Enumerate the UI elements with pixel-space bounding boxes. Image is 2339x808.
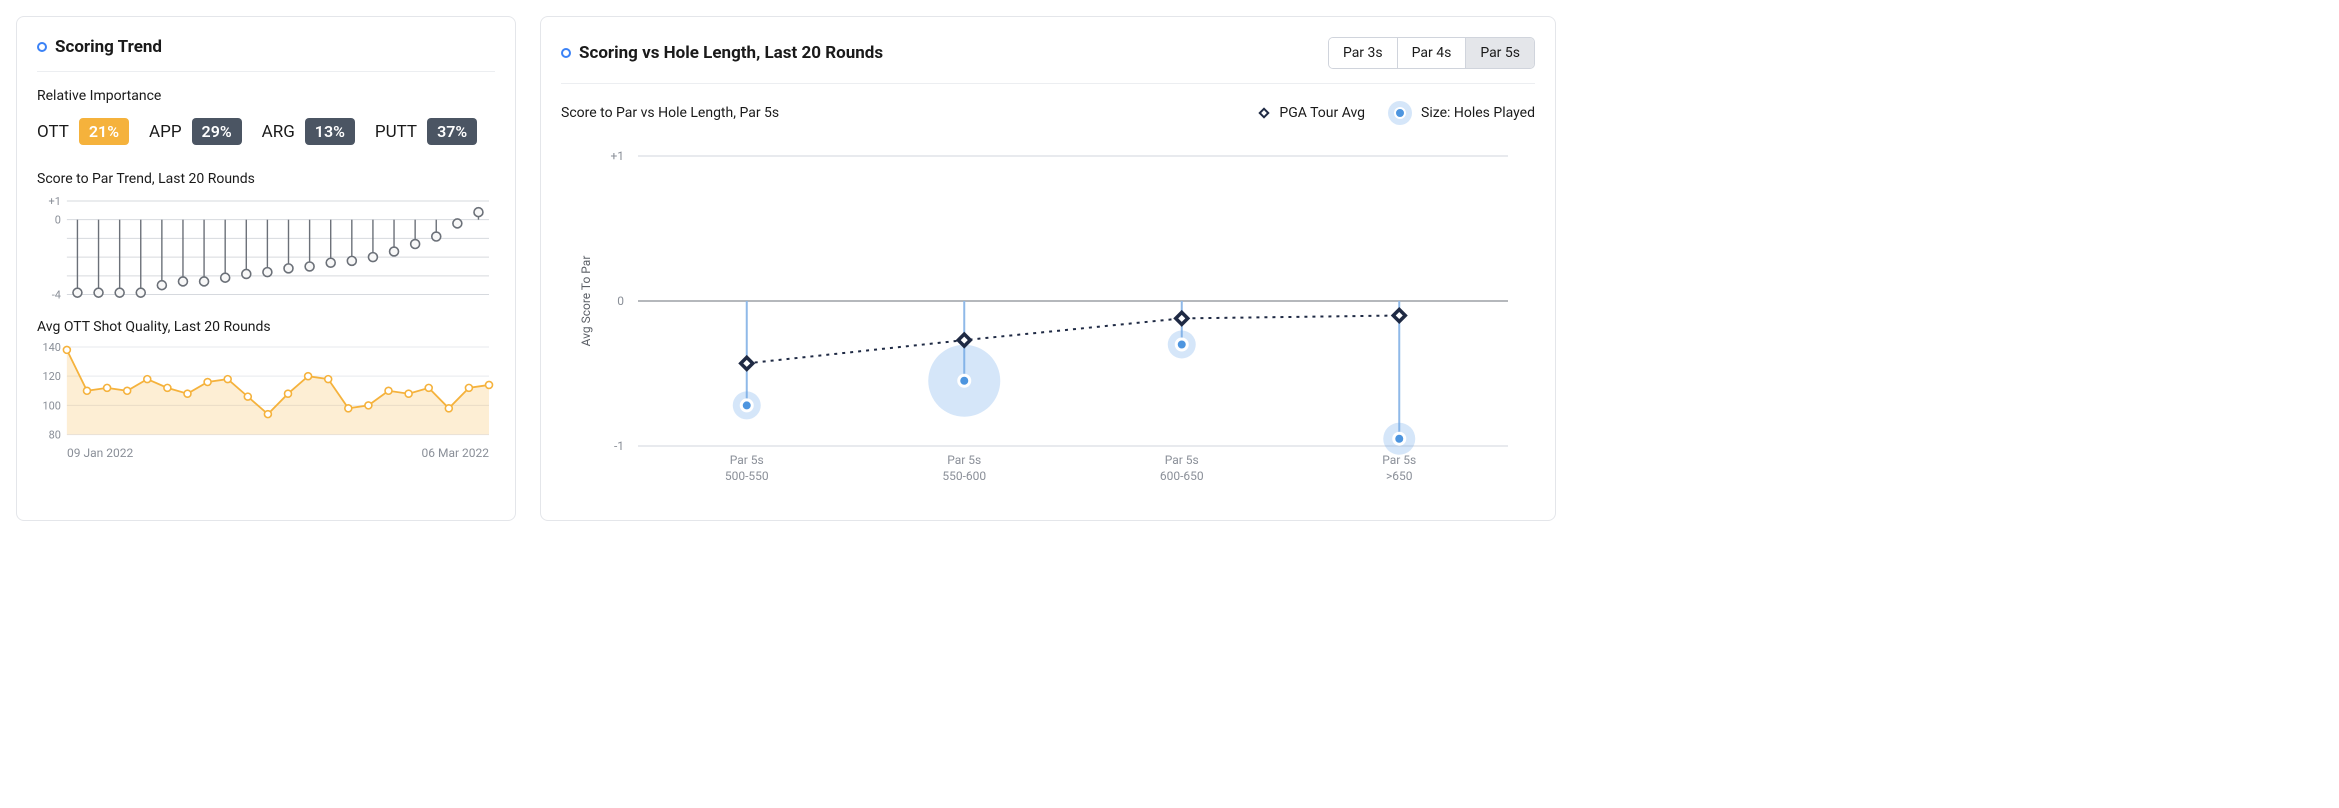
scoring-trend-card: Scoring Trend Relative Importance OTT 21%… — [16, 16, 516, 521]
tab-par-4s[interactable]: Par 4s — [1397, 38, 1466, 68]
ott-subtitle: Avg OTT Shot Quality, Last 20 Rounds — [37, 319, 495, 335]
svg-text:Par 5s: Par 5s — [1382, 453, 1416, 467]
par-tabs: Par 3sPar 4sPar 5s — [1328, 37, 1535, 69]
importance-badge: 29% — [192, 118, 242, 145]
svg-text:0: 0 — [55, 214, 61, 227]
importance-label: ARG — [262, 122, 295, 142]
svg-text:80: 80 — [49, 428, 61, 440]
tab-par-5s[interactable]: Par 5s — [1465, 38, 1534, 68]
bullet-icon — [561, 48, 571, 58]
svg-text:Par 5s: Par 5s — [1165, 453, 1199, 467]
title-text: Scoring Trend — [55, 37, 162, 57]
svg-text:+1: +1 — [49, 195, 61, 208]
date-end: 06 Mar 2022 — [422, 446, 490, 460]
svg-text:140: 140 — [42, 341, 60, 354]
divider — [37, 71, 495, 72]
importance-label: PUTT — [375, 122, 417, 142]
legend-size: Size: Holes Played — [1387, 100, 1535, 126]
importance-badge: 13% — [305, 118, 355, 145]
date-start: 09 Jan 2022 — [67, 446, 133, 460]
divider — [561, 83, 1535, 84]
svg-text:0: 0 — [617, 294, 624, 308]
scoring-trend-title: Scoring Trend — [37, 37, 162, 57]
svg-text:+1: +1 — [610, 149, 624, 163]
svg-text:Par 5s: Par 5s — [730, 453, 764, 467]
scoring-vs-length-card: Scoring vs Hole Length, Last 20 Rounds P… — [540, 16, 1556, 521]
svg-text:500-550: 500-550 — [725, 469, 769, 483]
importance-badge: 21% — [79, 118, 129, 145]
scoring-vs-length-title: Scoring vs Hole Length, Last 20 Rounds — [561, 43, 883, 63]
svg-text:-4: -4 — [52, 289, 61, 302]
legend-pga: PGA Tour Avg — [1257, 105, 1365, 121]
legend-row: Score to Par vs Hole Length, Par 5s PGA … — [561, 100, 1535, 126]
importance-label: APP — [149, 122, 182, 142]
bubble-icon — [1387, 100, 1413, 126]
score-trend-subtitle: Score to Par Trend, Last 20 Rounds — [37, 171, 495, 187]
scoring-vs-length-chart: -1 0 +1 Avg Score To Par Par 5s 500-550 Par 5s… — [561, 136, 1535, 496]
legend-size-label: Size: Holes Played — [1421, 105, 1535, 121]
importance-label: Relative Importance — [37, 88, 495, 104]
svg-text:>650: >650 — [1386, 469, 1413, 483]
importance-row: OTT 21% APP 29% ARG 13% PUTT 37% — [37, 118, 495, 145]
svg-text:100: 100 — [42, 399, 60, 412]
date-axis: 09 Jan 2022 06 Mar 2022 — [37, 446, 495, 460]
svg-text:550-600: 550-600 — [942, 469, 986, 483]
diamond-icon — [1257, 106, 1271, 120]
svg-text:600-650: 600-650 — [1160, 469, 1204, 483]
importance-badge: 37% — [427, 118, 477, 145]
svg-text:Par 5s: Par 5s — [947, 453, 981, 467]
score-trend-chart: -4 0 +1 — [37, 193, 495, 303]
svg-text:-1: -1 — [614, 439, 624, 453]
svg-text:Avg Score To Par: Avg Score To Par — [579, 256, 593, 347]
chart-subtitle: Score to Par vs Hole Length, Par 5s — [561, 105, 779, 121]
legend-pga-label: PGA Tour Avg — [1279, 105, 1365, 121]
ott-chart: 80 100 120 140 — [37, 341, 495, 441]
title-text: Scoring vs Hole Length, Last 20 Rounds — [579, 43, 883, 63]
svg-text:120: 120 — [42, 370, 60, 383]
importance-label: OTT — [37, 122, 69, 142]
tab-par-3s[interactable]: Par 3s — [1329, 38, 1397, 68]
legend-right: PGA Tour Avg Size: Holes Played — [1257, 100, 1535, 126]
bullet-icon — [37, 42, 47, 52]
